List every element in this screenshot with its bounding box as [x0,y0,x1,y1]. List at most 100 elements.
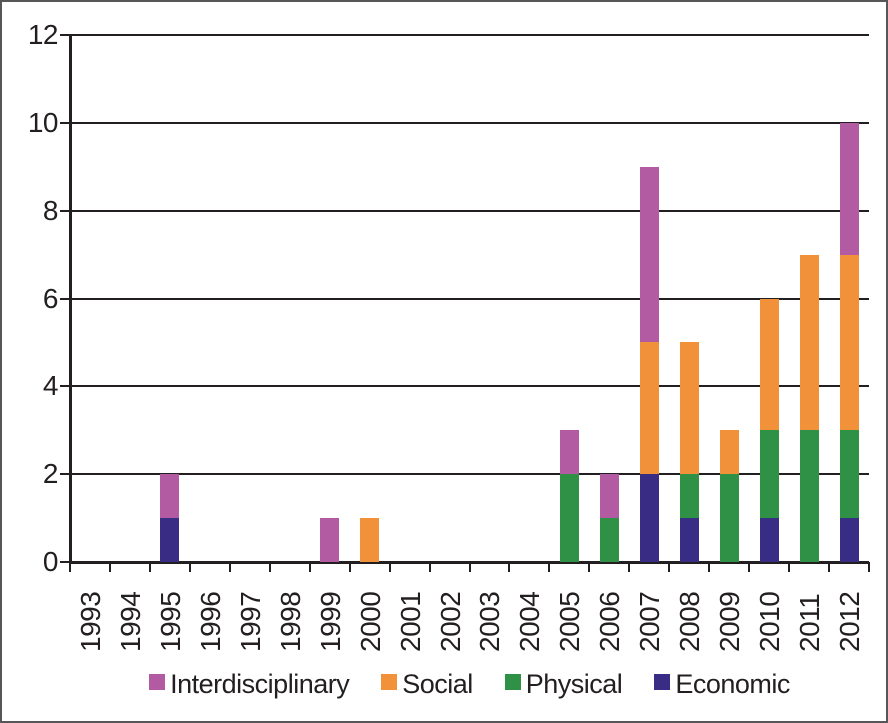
legend-item-physical: Physical [504,668,623,700]
x-axis-tick-label: 2003 [474,591,506,652]
y-axis-tick [60,473,70,476]
bar-segment-2011-physical [799,430,819,562]
x-axis-tick [69,562,71,572]
legend: Interdisciplinary Social Physical Economic [70,668,869,700]
legend-label: Economic [675,669,790,699]
y-axis-line [69,35,72,563]
bar-segment-2006-interdisciplinary [599,474,619,519]
bar-segment-1995-economic [160,518,180,562]
bar-segment-2008-social [679,342,699,475]
y-axis-tick [60,209,70,212]
gridline-y-6 [70,297,869,300]
bar-segment-2012-interdisciplinary [839,122,859,255]
legend-label: Social [402,669,473,699]
legend-swatch-icon [654,674,671,690]
x-axis-tick-label: 1996 [194,591,226,652]
bar-segment-1999-interdisciplinary [320,518,340,562]
legend-item-economic: Economic [654,668,790,700]
x-axis-tick-label: 1999 [314,591,346,652]
x-axis-tick-label: 2008 [674,591,706,652]
x-axis-tick [308,562,311,572]
x-axis-tick-label: 2004 [514,591,546,652]
bar-segment-2007-interdisciplinary [639,166,659,343]
x-axis-tick-label: 2002 [434,591,466,652]
x-axis-tick-label: 2005 [554,591,586,652]
bar-segment-2010-social [759,298,779,431]
x-axis-tick-label: 2009 [714,591,746,652]
bar-segment-2009-social [719,430,739,475]
gridline-y-2 [70,473,869,476]
y-axis-tick-label: 8 [42,194,59,226]
x-axis-tick [228,562,231,572]
x-axis-tick [828,562,831,572]
y-axis-tick-label: 10 [27,106,59,138]
bar-segment-2000-social [360,518,380,562]
x-axis-tick-label: 2001 [394,591,426,652]
x-axis-tick [588,562,591,572]
bar-segment-2010-physical [759,430,779,519]
x-axis-tick [468,562,471,572]
x-axis-tick [788,562,791,572]
legend-label: Physical [525,669,623,699]
x-axis-tick-label: 1998 [274,591,306,652]
y-axis-tick-label: 12 [27,19,59,50]
bar-segment-2010-economic [759,518,779,562]
x-axis-tick-label: 2010 [754,591,786,652]
x-axis-tick [388,562,391,572]
y-axis-tick-label: 0 [42,546,59,577]
gridline-y-10 [70,121,869,124]
x-axis-tick [508,562,511,572]
bar-segment-2007-economic [639,474,659,562]
x-axis-tick [348,562,351,572]
bar-segment-2012-social [839,254,859,431]
legend-label: Interdisciplinary [170,669,350,699]
bar-segment-2012-economic [839,518,859,562]
bar-segment-2011-social [799,254,819,431]
y-axis-tick [60,385,70,388]
y-axis-tick [60,121,70,124]
bar-segment-1995-interdisciplinary [160,474,180,519]
y-axis-tick-label: 2 [42,458,59,490]
x-axis-tick-label: 2007 [634,591,666,652]
x-axis-tick-label: 1994 [114,591,146,652]
x-axis-tick [668,562,671,572]
legend-item-interdisciplinary: Interdisciplinary [149,668,350,700]
x-axis-tick [188,562,191,572]
x-axis-tick [428,562,431,572]
x-axis-tick-label: 2006 [594,591,626,652]
y-axis-tick [60,561,70,563]
y-axis-tick [60,34,70,36]
x-axis-tick-label: 1997 [234,591,266,652]
x-axis-tick [708,562,711,572]
x-axis-tick-label: 2011 [794,593,826,652]
legend-swatch-icon [504,674,521,690]
x-axis-tick [548,562,551,572]
bar-segment-2008-physical [679,474,699,519]
bar-segment-2005-physical [559,474,579,562]
bar-segment-2009-physical [719,474,739,562]
x-axis-tick [148,562,151,572]
x-axis-tick [108,562,111,572]
bar-segment-2006-physical [599,518,619,562]
bar-segment-2012-physical [839,430,859,519]
legend-swatch-icon [149,674,166,690]
x-axis-tick [268,562,271,572]
legend-swatch-icon [381,674,398,690]
bar-segment-2008-economic [679,518,699,562]
x-axis-tick [748,562,751,572]
x-axis-tick [868,562,870,572]
legend-item-social: Social [381,668,473,700]
y-axis-tick [60,297,70,300]
x-axis-tick-label: 2012 [834,591,866,652]
x-axis-tick-label: 2000 [354,591,386,652]
gridline-y-12 [70,34,869,36]
x-axis-tick-label: 1995 [154,591,186,652]
bar-segment-2005-interdisciplinary [559,430,579,475]
y-axis-tick-label: 6 [42,282,59,314]
x-axis-tick [628,562,631,572]
x-axis-tick-label: 1993 [74,591,106,652]
y-axis-tick-label: 4 [42,370,59,402]
gridline-y-4 [70,385,869,388]
gridline-y-8 [70,209,869,212]
